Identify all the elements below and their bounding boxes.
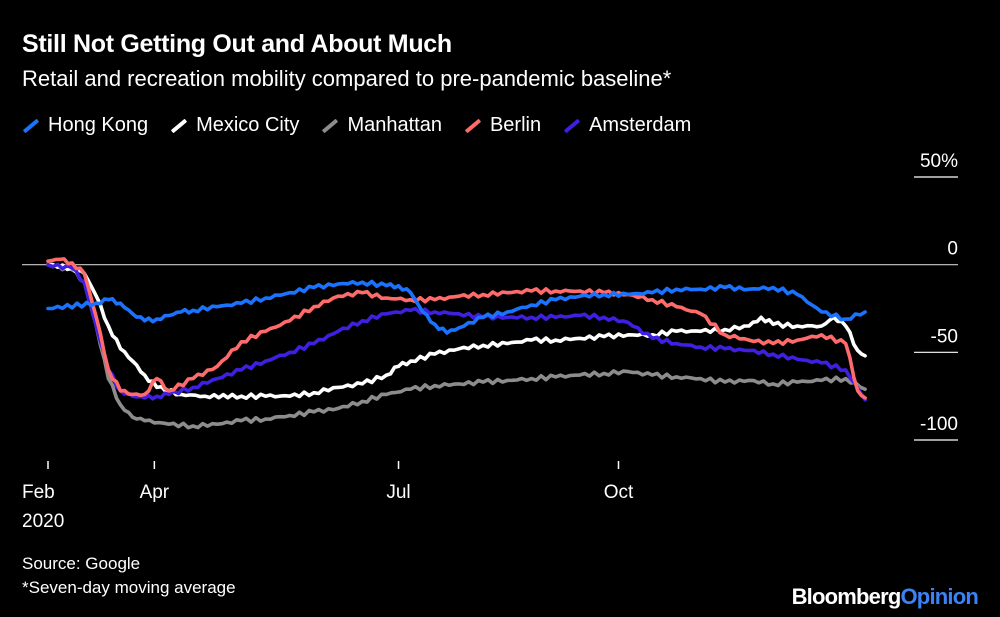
legend-label: Amsterdam	[589, 114, 692, 136]
legend-label: Mexico City	[196, 114, 300, 136]
series-line-amsterdam	[46, 262, 867, 402]
x-tick-label: Feb	[22, 482, 55, 503]
footnote: *Seven-day moving average	[22, 578, 236, 597]
legend-label: Manhattan	[347, 114, 442, 136]
y-tick-label: 50%	[920, 151, 958, 172]
legend-item-manhattan: Manhattan	[321, 114, 442, 137]
x-tick-sublabel: 2020	[22, 511, 64, 532]
x-tick-label: Apr	[140, 482, 170, 503]
y-axis: 50% 0 -50 -100	[22, 151, 958, 441]
legend-item-hong-kong: Hong Kong	[22, 114, 148, 137]
bloomberg-opinion-logo: BloombergOpinion	[791, 584, 979, 610]
y-tick-label: -50	[931, 326, 958, 347]
legend-item-berlin: Berlin	[464, 114, 541, 137]
legend-item-amsterdam: Amsterdam	[563, 114, 691, 137]
series-line-manhattan	[46, 262, 867, 430]
source-note: Source: Google	[22, 554, 141, 573]
legend-item-mexico-city: Mexico City	[170, 114, 299, 137]
y-tick-label: -100	[920, 414, 958, 435]
x-axis: Feb 2020 Apr Jul Oct	[22, 461, 634, 532]
y-tick-label: 0	[947, 239, 958, 260]
x-tick-label: Jul	[386, 482, 410, 503]
brand-suffix: Opinion	[900, 584, 979, 609]
legend: Hong Kong Mexico City Manhattan Berlin Amste…	[22, 114, 713, 137]
legend-label: Hong Kong	[48, 114, 149, 136]
x-tick-label: Oct	[604, 482, 634, 503]
brand-name: Bloomberg	[791, 584, 902, 609]
chart-title: Still Not Getting Out and About Much	[22, 30, 452, 58]
series-line-hong-kong	[46, 279, 867, 335]
chart-subtitle: Retail and recreation mobility compared …	[22, 66, 672, 91]
series-line-berlin	[46, 257, 867, 400]
series-lines	[46, 257, 867, 430]
legend-label: Berlin	[489, 114, 542, 136]
series-line-mexico-city	[46, 262, 867, 400]
